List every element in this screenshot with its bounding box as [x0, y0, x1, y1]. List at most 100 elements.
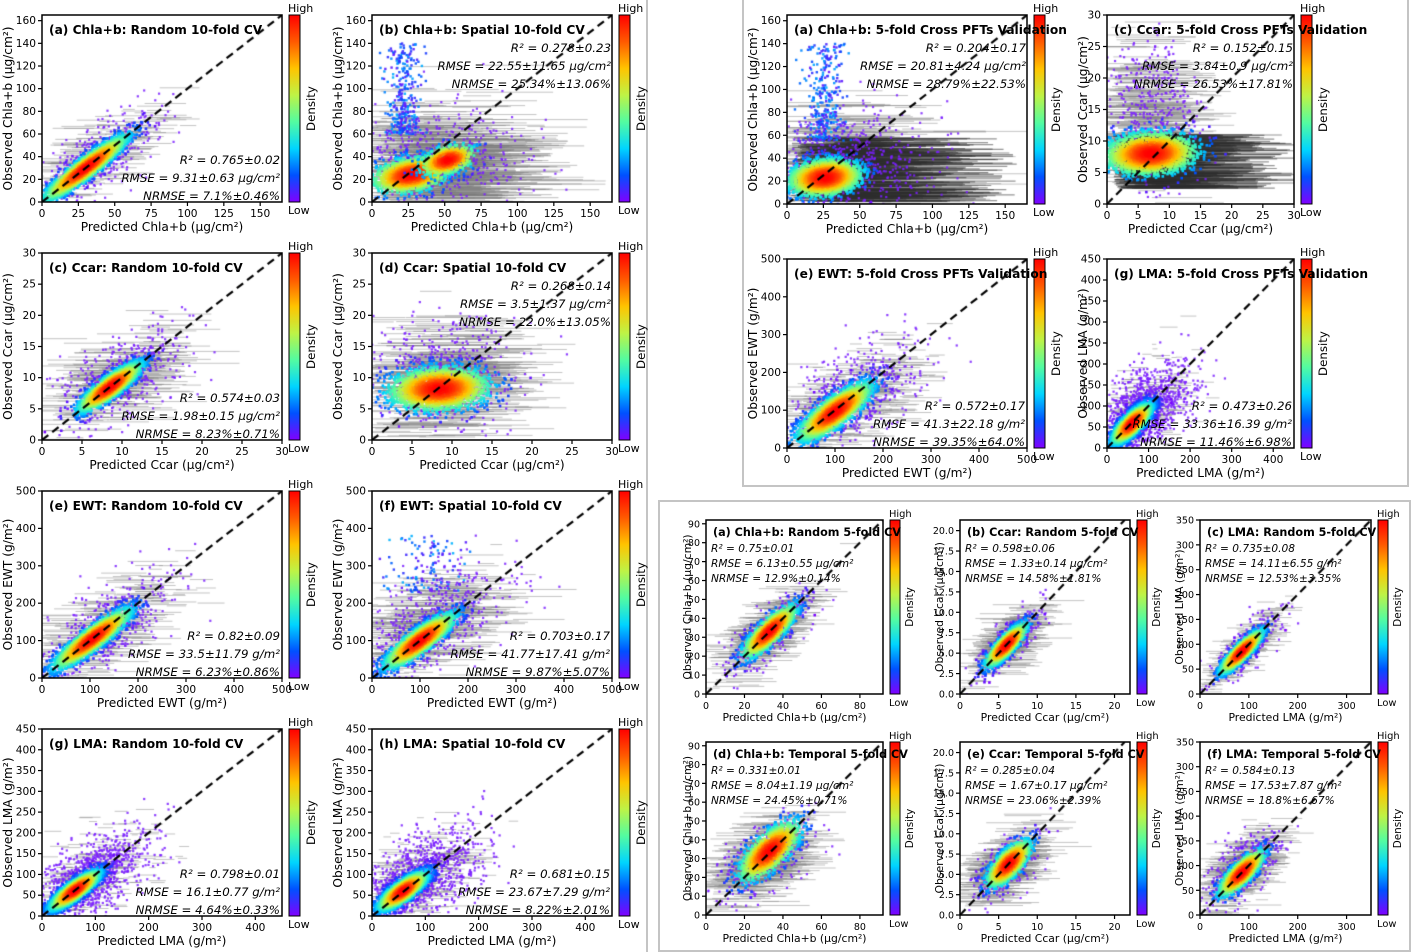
plot-frame: [786, 258, 1028, 449]
x-tick-label: 5: [1135, 210, 1142, 222]
subplot-left-10fold-cv-0: 0 25 50 75 100 125 150 0 20 40 60 80 100 120 140 160 Pre…: [1, 2, 320, 238]
x-axis-label: Predicted Chla+b (μg/cm²): [826, 222, 989, 236]
y-tick-label: 0: [774, 199, 781, 211]
y-tick-label: 50: [688, 816, 700, 827]
colorbar-low-label: Low: [1300, 206, 1322, 219]
y-tick-label: 20: [1088, 73, 1102, 85]
y-tick-label: 350: [16, 765, 36, 777]
density-colorbar: [1300, 14, 1313, 205]
colorbar-high-label: High: [1136, 509, 1159, 520]
axes-frame: 0 5 10 15 20 25 30 0 5 10 15 20 25 30 Predicted Ccar (…: [1076, 2, 1367, 236]
colorbar-low-label: Low: [1300, 450, 1322, 463]
stat-nrmse: NRMSE = 12.9%±0.14%: [711, 573, 841, 585]
y-tick-label: 160: [16, 15, 36, 27]
y-tick-label: 150: [1176, 615, 1194, 626]
x-tick-label: 25: [402, 208, 415, 220]
colorbar-density-label: Density: [634, 324, 648, 369]
y-tick-label: 100: [761, 405, 781, 417]
x-tick-label: 0: [1197, 701, 1203, 712]
density-scatter-canvas: [372, 729, 612, 916]
x-axis-label: Predicted Chla+b (μg/cm²): [722, 932, 866, 945]
y-tick-label: 400: [761, 291, 781, 303]
axes-frame: 0 100 200 300 0 50 100 150 200 250 300 350 Predicted…: [1173, 731, 1404, 945]
axes-frame: 0 100 200 300 0 50 100 150 200 250 300 350 Predicted…: [1173, 509, 1404, 724]
colorbar-density-label: Density: [904, 809, 916, 849]
y-tick-label: 350: [1176, 738, 1194, 749]
subplot-title: (b) Ccar: Random 5-fold CV: [967, 526, 1139, 539]
colorbar-low-label: Low: [618, 204, 640, 217]
x-tick-label: 300: [192, 922, 212, 934]
density-scatter-canvas: [372, 15, 612, 202]
colorbar-density-label: Density: [634, 562, 648, 607]
y-tick-label: 5.0: [939, 649, 954, 660]
colorbar-low-label: Low: [288, 918, 310, 931]
x-tick-label: 5: [79, 446, 86, 458]
colorbar-high-label: High: [1033, 246, 1058, 259]
subplot-cross-pfts-validation-3: 0 100 200 300 400 0 50 100 150 200 250 300 350 400 450…: [1076, 246, 1368, 484]
x-tick-label: 10: [1031, 701, 1043, 712]
axes-frame: 0 100 200 300 400 500 0 100 200 300 400 500 Predicte…: [746, 246, 1063, 480]
subplot-random-temporal-5fold-cv-2: 0 100 200 300 0 50 100 150 200 250 300 350 Predicted…: [1173, 508, 1411, 730]
y-tick-label: 0: [774, 443, 781, 455]
density-scatter-canvas: [1200, 520, 1371, 694]
x-tick-label: 100: [1240, 701, 1258, 712]
x-tick-label: 20: [195, 446, 209, 458]
x-tick-label: 100: [825, 454, 845, 466]
colorbar-low-label: Low: [1136, 698, 1155, 709]
y-tick-label: 300: [16, 786, 36, 798]
y-tick-label: 0: [29, 435, 36, 447]
y-tick-label: 17.5: [933, 547, 954, 558]
colorbar-low-label: Low: [618, 680, 640, 693]
y-tick-label: 2.5: [939, 890, 954, 901]
y-tick-label: 10.0: [933, 608, 954, 619]
stat-r2: R² = 0.572±0.17: [925, 399, 1026, 413]
x-axis-label: Predicted EWT (g/m²): [842, 466, 972, 480]
y-tick-label: 250: [346, 807, 366, 819]
y-tick-label: 50: [1182, 665, 1194, 676]
x-tick-label: 0: [957, 701, 963, 712]
x-tick-label: 30: [275, 446, 289, 458]
y-axis-label: Observed Ccar (μg/cm²): [1076, 36, 1090, 183]
axes-frame: 0 5 10 15 20 0.0 2.5 5.0 7.5 10.0 12.5 15.0 17.5 20.0…: [933, 509, 1163, 724]
colorbar-low-label: Low: [1377, 919, 1396, 930]
y-tick-label: 70: [688, 557, 700, 568]
density-colorbar: [889, 741, 901, 916]
y-tick-label: 5: [1094, 167, 1101, 179]
stat-rmse: RMSE = 22.55±11.65 μg/cm²: [437, 59, 611, 73]
x-tick-label: 0: [1104, 210, 1111, 222]
x-tick-label: 60: [815, 922, 827, 933]
plot-frame: [1106, 258, 1295, 449]
axes-frame: 0 100 200 300 400 0 50 100 150 200 250 300 350 400 450…: [1, 716, 318, 948]
y-tick-label: 20: [23, 310, 37, 322]
x-axis-label: Predicted Ccar (μg/cm²): [981, 932, 1110, 945]
colorbar-density-label: Density: [304, 86, 318, 131]
colorbar-high-label: High: [618, 240, 643, 253]
x-tick-label: 125: [544, 208, 564, 220]
density-colorbar: [1136, 519, 1148, 695]
subplot-title: (a) Chla+b: Random 5-fold CV: [713, 526, 901, 539]
colorbar-high-label: High: [1300, 2, 1325, 15]
y-tick-label: 20: [688, 652, 700, 663]
stat-r2: R² = 0.798±0.01: [180, 867, 280, 881]
axes-frame: 0 20 40 60 80 0 10 20 30 40 50 60 70 80 90 Predicted Ch…: [681, 509, 916, 724]
axes-frame: 0 100 200 300 400 500 0 100 200 300 400 500 Predicte…: [331, 478, 648, 710]
x-axis-label: Predicted Ccar (μg/cm²): [1128, 222, 1273, 236]
y-tick-label: 0: [359, 197, 366, 209]
x-tick-label: 0: [39, 208, 46, 220]
x-tick-label: 200: [458, 684, 478, 696]
colorbar-high-label: High: [889, 509, 912, 520]
y-tick-label: 60: [353, 129, 367, 141]
y-tick-label: 350: [1081, 296, 1101, 308]
x-tick-label: 20: [738, 922, 750, 933]
y-tick-label: 15.0: [933, 567, 954, 578]
y-tick-label: 0: [1094, 199, 1101, 211]
stat-nrmse: NRMSE = 8.22%±2.01%: [466, 903, 610, 917]
x-tick-label: 400: [554, 684, 574, 696]
stat-rmse: RMSE = 41.77±17.41 g/m²: [450, 647, 610, 661]
y-tick-label: 70: [688, 779, 700, 790]
x-tick-label: 20: [738, 701, 750, 712]
x-tick-label: 100: [177, 208, 197, 220]
y-tick-label: 30: [1088, 10, 1102, 22]
y-tick-label: 100: [346, 869, 366, 881]
y-tick-label: 400: [16, 744, 36, 756]
